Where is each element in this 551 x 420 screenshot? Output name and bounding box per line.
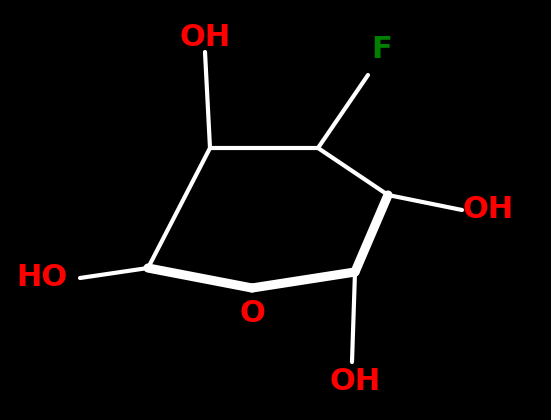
Text: OH: OH — [462, 195, 514, 225]
Text: F: F — [371, 36, 392, 65]
Text: OH: OH — [180, 24, 231, 52]
Text: OH: OH — [329, 368, 381, 396]
Text: O: O — [239, 299, 265, 328]
Text: HO: HO — [17, 263, 68, 292]
